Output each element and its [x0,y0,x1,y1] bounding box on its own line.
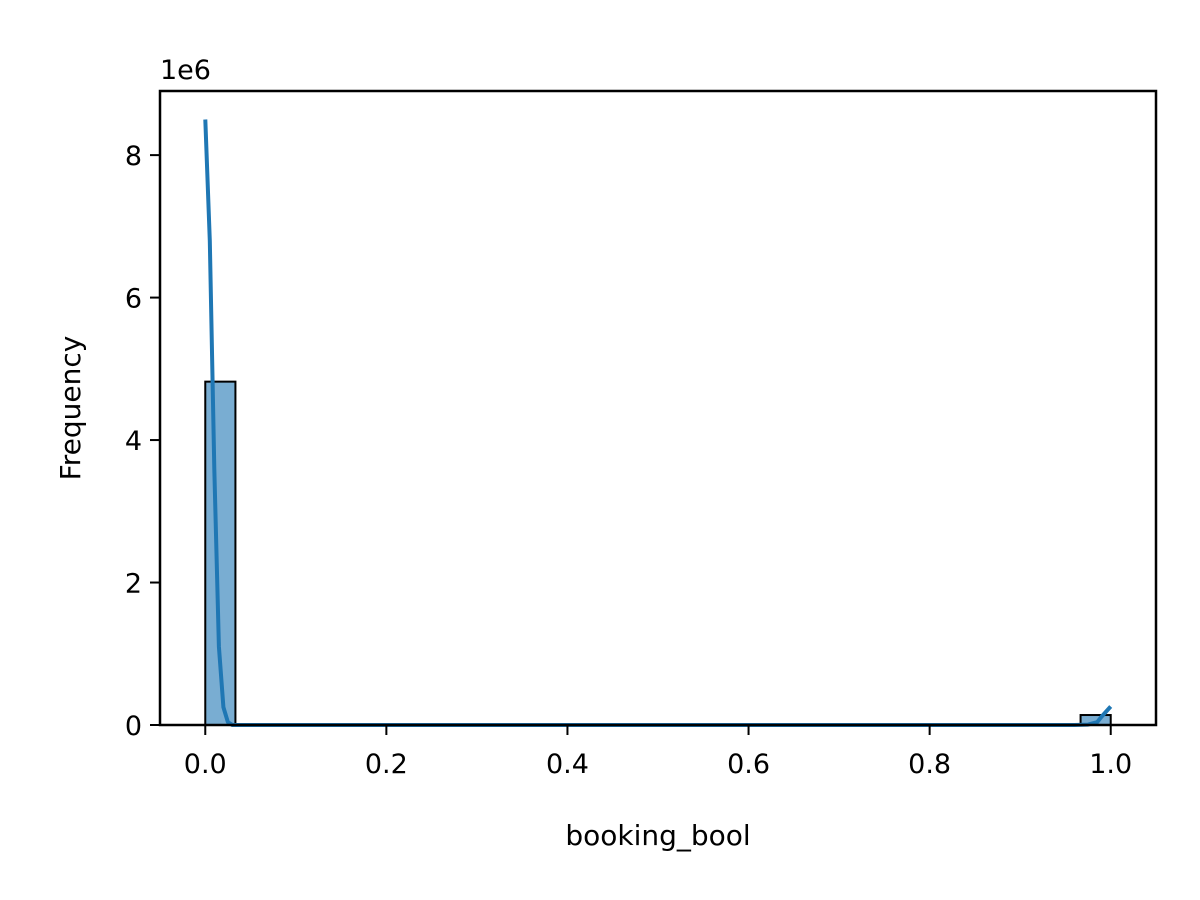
y-axis-label: Frequency [54,336,87,481]
y-tick-label: 8 [125,141,142,172]
x-axis-label: booking_bool [565,819,750,852]
y-axis-ticks: 0 2 4 6 8 [125,141,160,742]
plot-frame [158,89,1158,727]
y-tick-label: 2 [125,569,142,600]
x-tick-label: 0.6 [727,749,770,780]
y-tick-label: 0 [125,711,142,742]
kde-line [203,119,1113,727]
x-axis-ticks: 0.0 0.2 0.4 0.6 0.8 1.0 [184,725,1132,780]
x-tick-label: 1.0 [1089,749,1132,780]
histogram-bars [204,380,1112,727]
y-tick-label: 6 [125,284,142,315]
y-tick-label: 4 [125,426,142,457]
x-tick-label: 0.8 [908,749,951,780]
x-tick-label: 0.0 [184,749,227,780]
y-scale-offset-label: 1e6 [160,55,211,86]
x-tick-label: 0.4 [546,749,589,780]
x-tick-label: 0.2 [365,749,408,780]
